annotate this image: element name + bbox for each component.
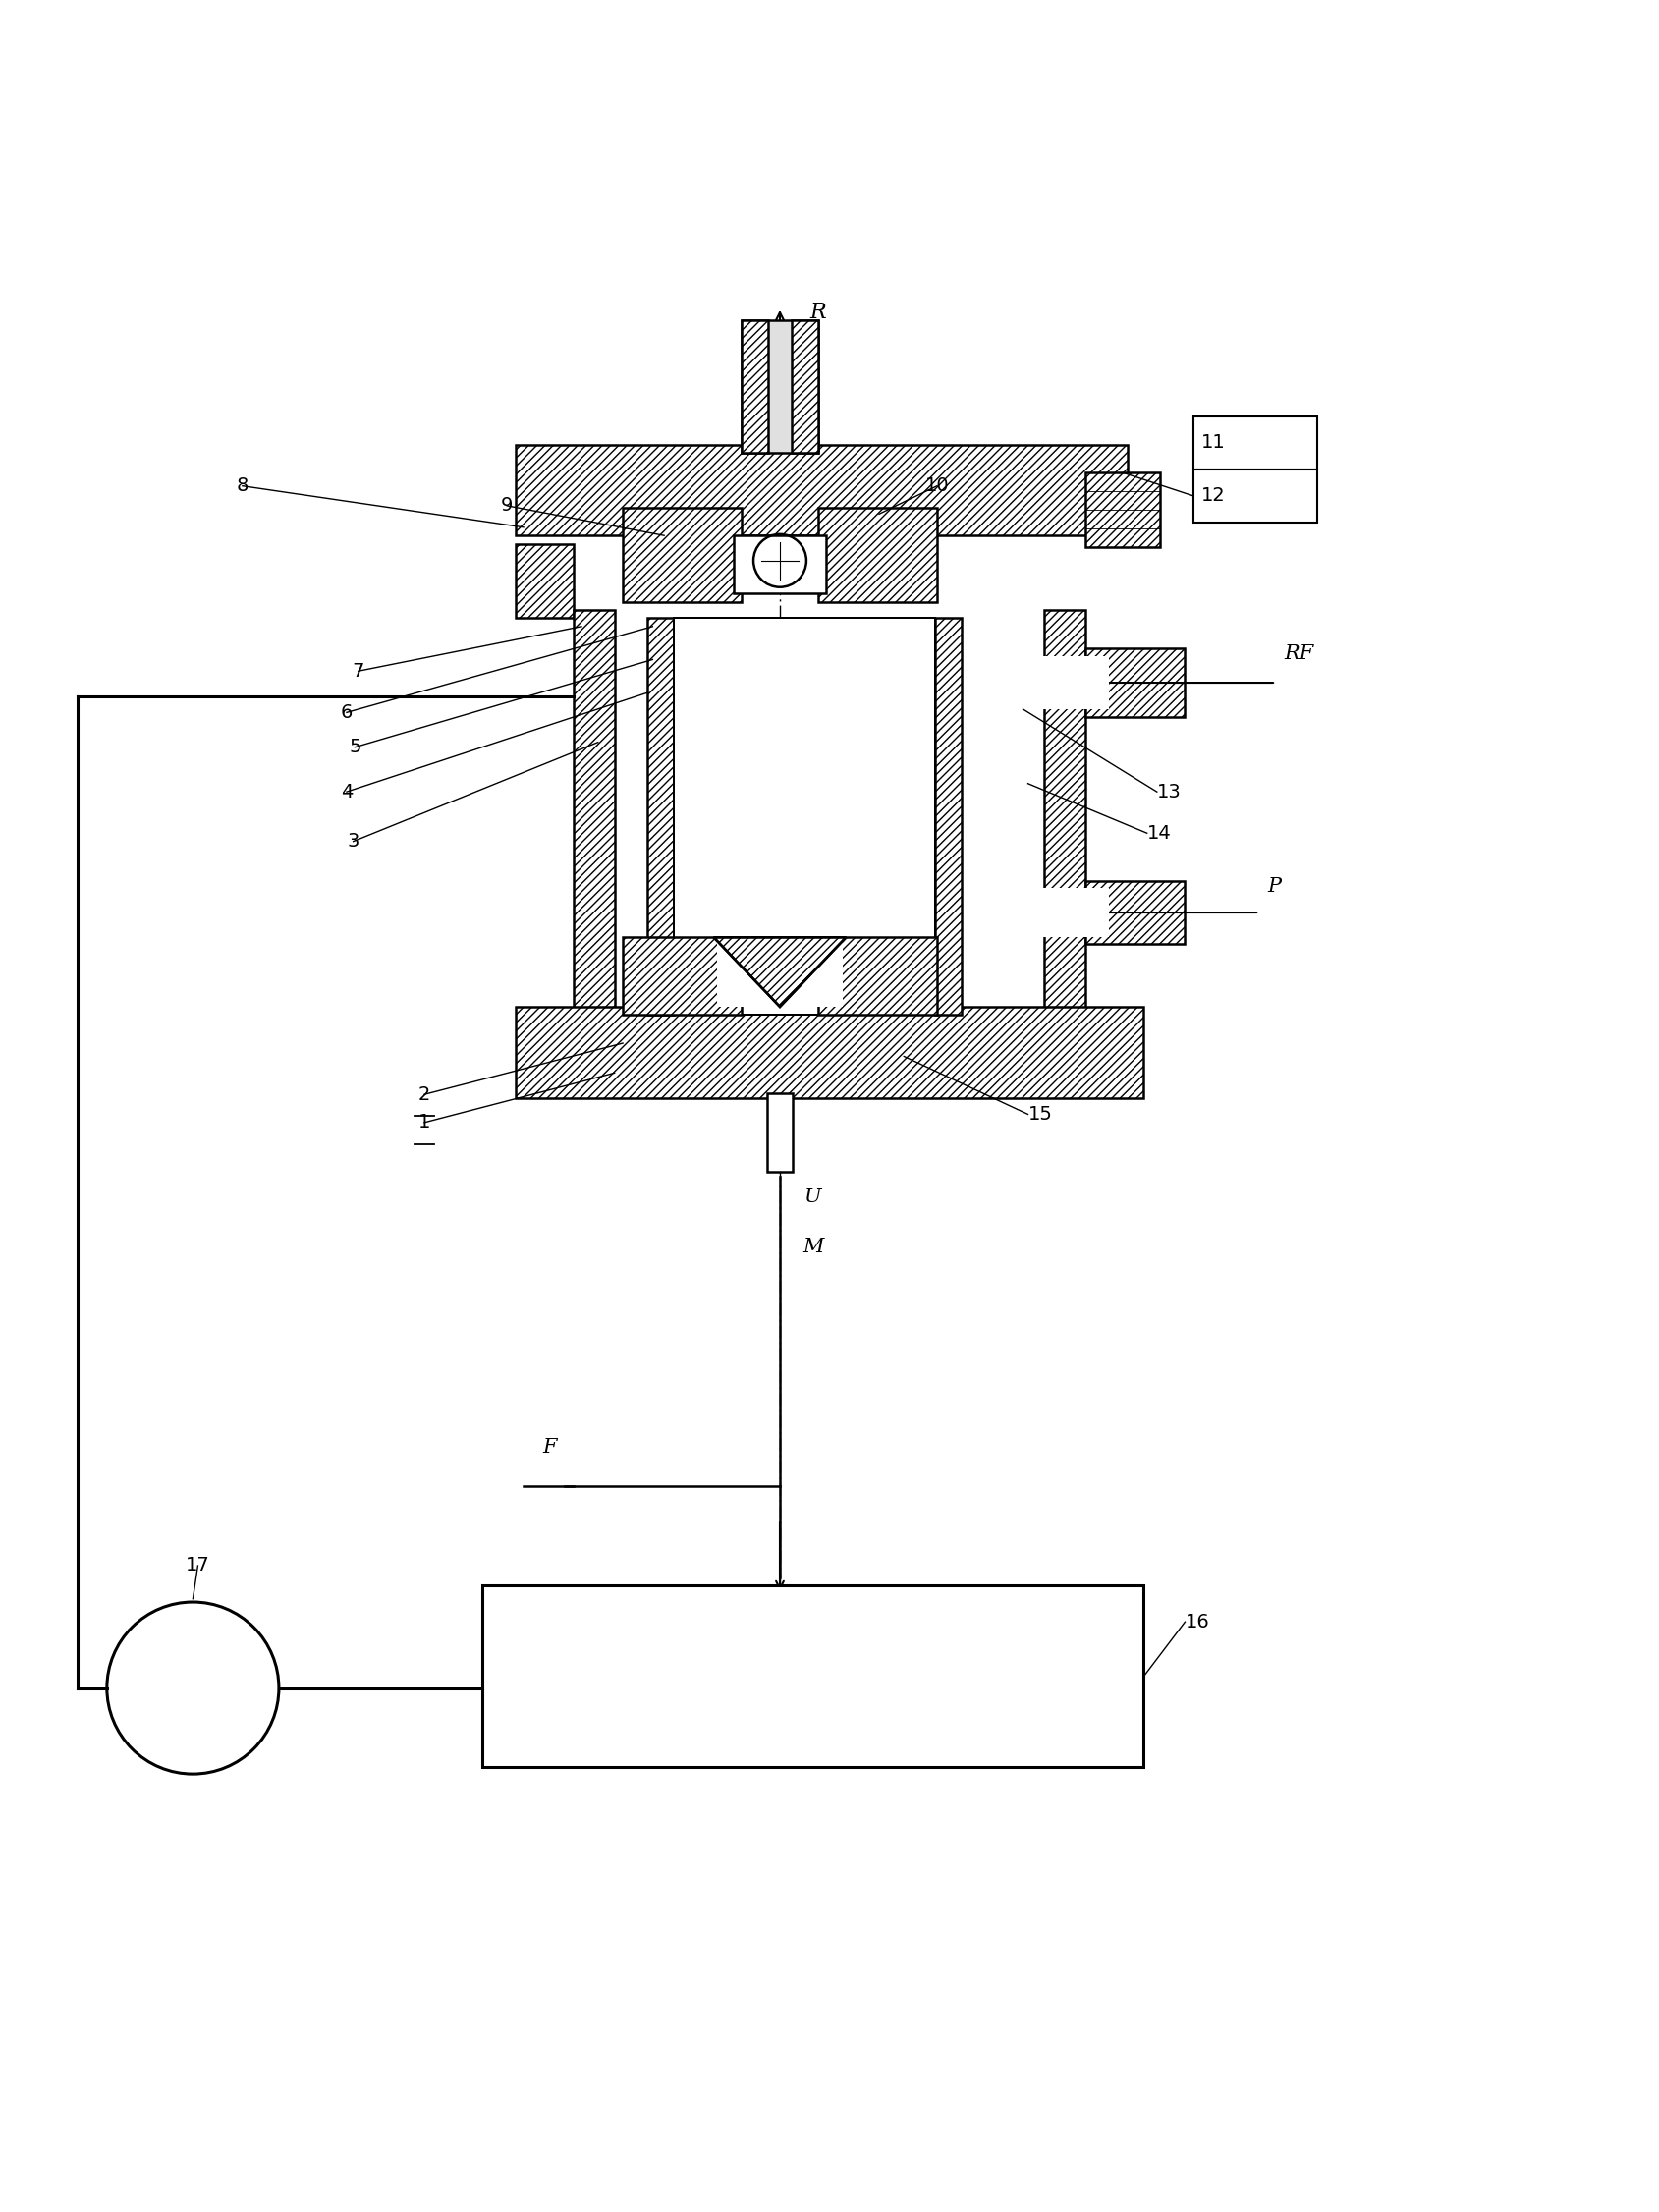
Text: 3: 3	[347, 832, 360, 852]
Bar	[1044, 887, 1108, 938]
Bar	[1045, 611, 1085, 1031]
Text: 13: 13	[1156, 783, 1181, 801]
Text: 16: 16	[1185, 1613, 1209, 1630]
Text: 9: 9	[501, 495, 513, 515]
Bar	[742, 321, 768, 453]
Text: 2: 2	[418, 1086, 430, 1104]
Text: F: F	[542, 1438, 557, 1455]
Bar	[674, 617, 936, 1015]
Bar	[818, 509, 937, 602]
Text: 1: 1	[418, 1113, 430, 1133]
Text: 12: 12	[1201, 487, 1226, 504]
Text: 11: 11	[1201, 434, 1226, 451]
Text: 7: 7	[352, 661, 365, 681]
Text: R: R	[810, 301, 826, 323]
Text: M: M	[803, 1237, 825, 1256]
Bar	[614, 611, 647, 1031]
Text: RF: RF	[1284, 644, 1314, 664]
Text: 10: 10	[924, 476, 949, 495]
Bar	[1085, 473, 1160, 546]
Bar	[1085, 880, 1185, 945]
Bar	[622, 938, 742, 1015]
Bar	[717, 940, 843, 1006]
Text: U: U	[803, 1188, 820, 1206]
Bar	[622, 509, 742, 602]
Bar	[1085, 648, 1185, 717]
Text: 6: 6	[340, 703, 353, 721]
Bar	[516, 445, 1126, 535]
Bar	[516, 544, 574, 617]
Bar	[647, 617, 674, 1015]
Bar	[791, 321, 818, 453]
Text: 5: 5	[348, 739, 362, 757]
Text: 17: 17	[186, 1557, 211, 1575]
Bar	[483, 1586, 1143, 1767]
Text: 8: 8	[237, 476, 249, 495]
Polygon shape	[713, 938, 846, 1006]
Bar	[733, 535, 826, 593]
Text: P: P	[1267, 878, 1281, 896]
Bar	[766, 1093, 793, 1172]
Text: 4: 4	[340, 783, 353, 801]
Bar	[936, 617, 962, 1015]
Bar	[516, 1006, 1143, 1097]
Bar	[742, 321, 818, 453]
Bar	[1193, 469, 1317, 522]
Bar	[962, 611, 1045, 1031]
Bar	[1193, 416, 1317, 469]
Text: 14: 14	[1146, 823, 1171, 843]
Text: 15: 15	[1029, 1106, 1052, 1124]
Bar	[1044, 657, 1108, 710]
Bar	[818, 938, 937, 1015]
Bar	[574, 611, 614, 1031]
